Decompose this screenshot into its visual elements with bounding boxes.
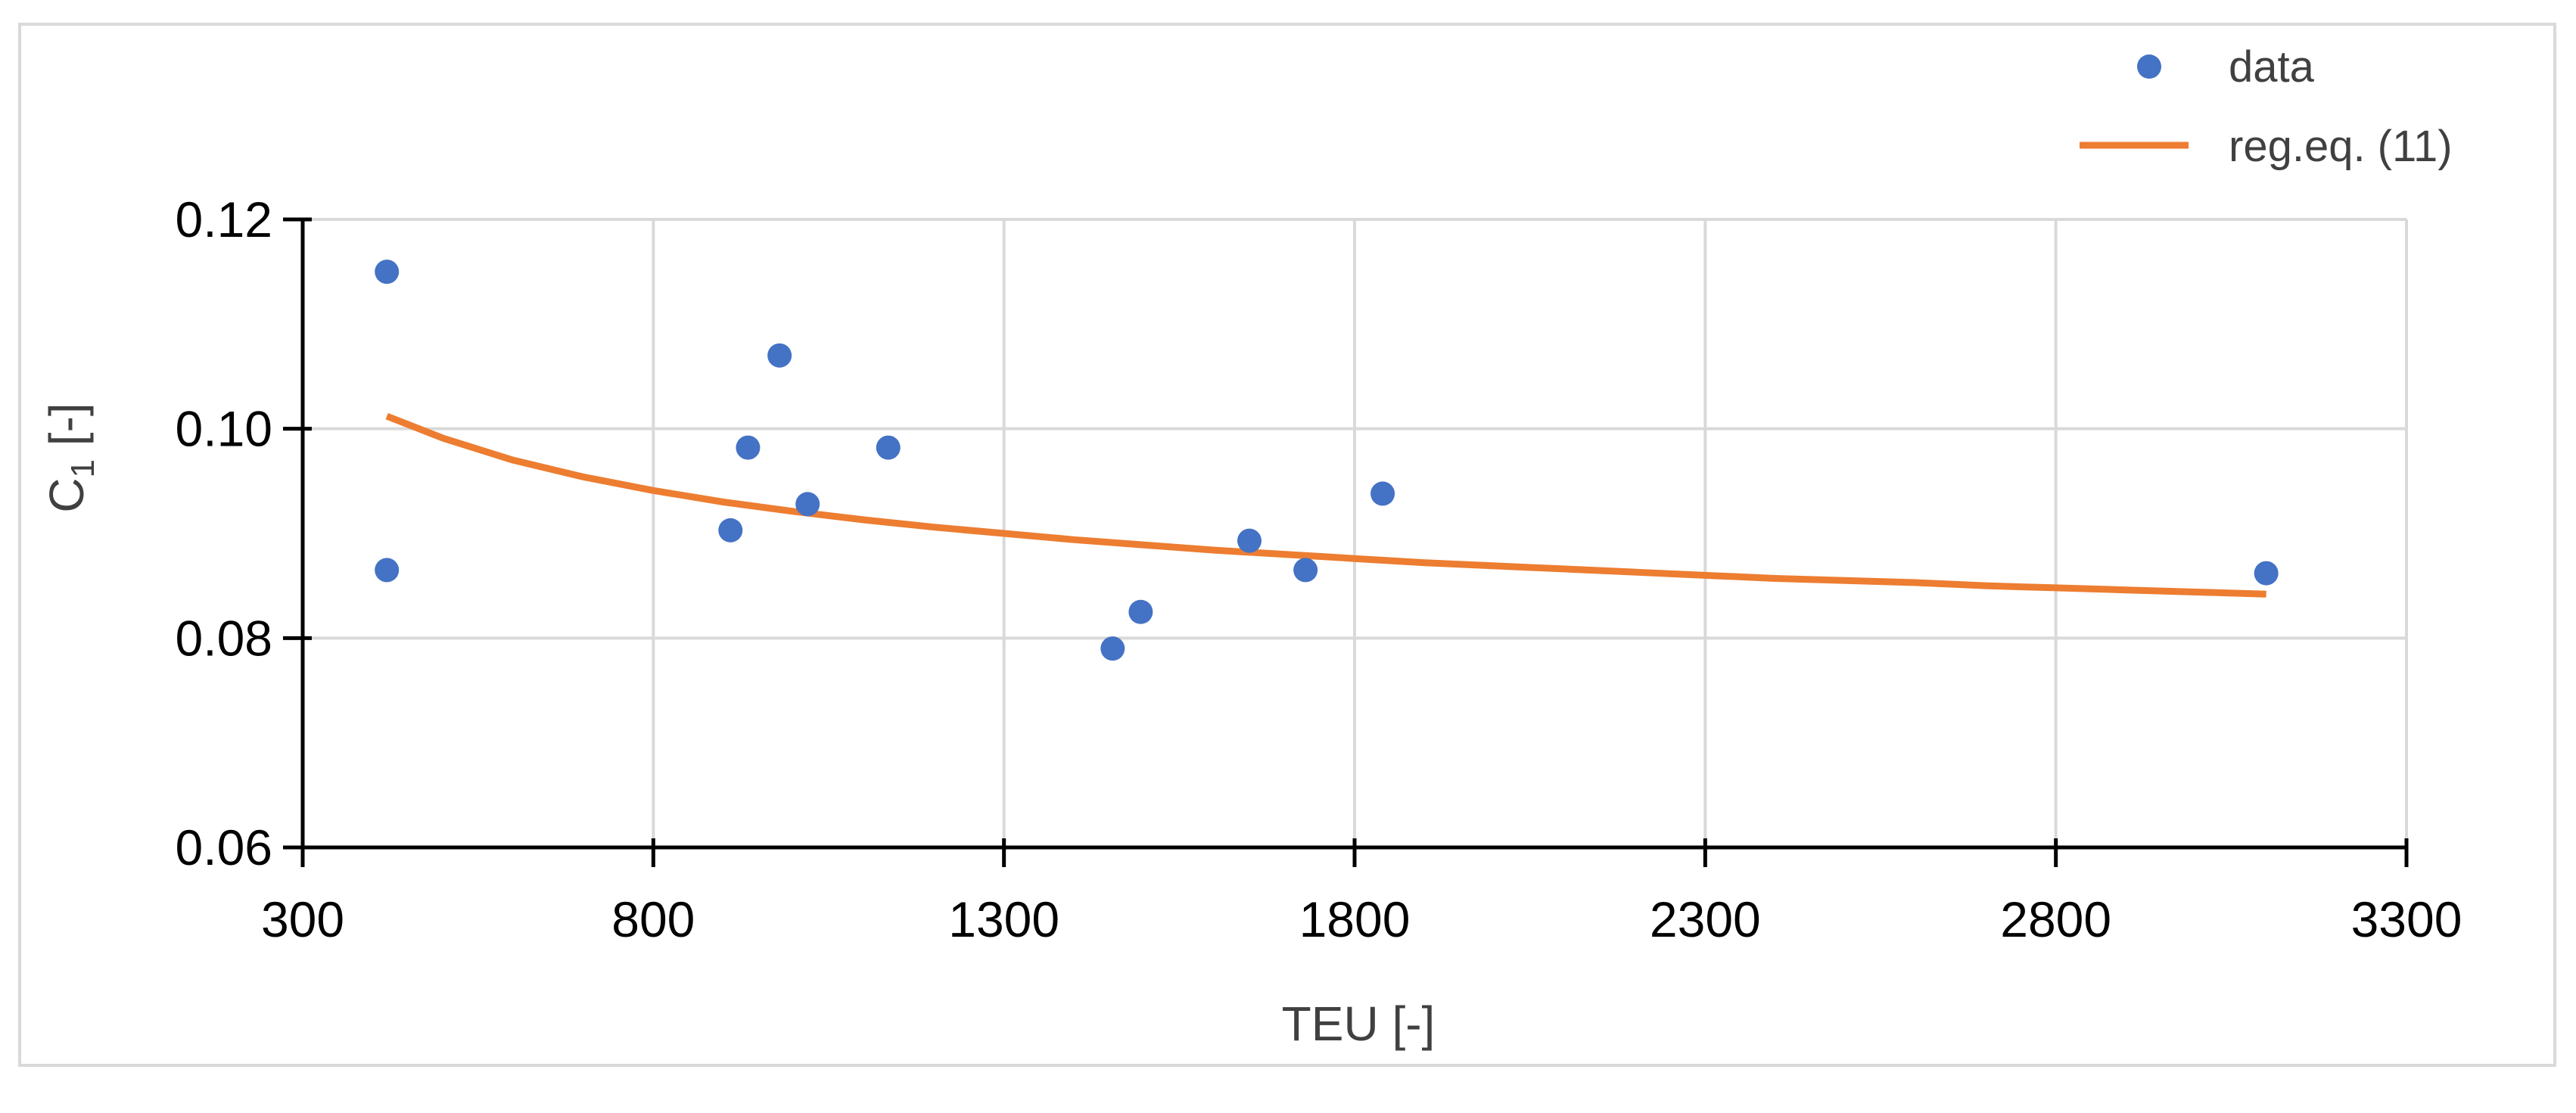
y-axis-title-main: C [39, 477, 94, 512]
x-tick-label: 2300 [1650, 891, 1761, 947]
data-point [1293, 558, 1318, 583]
data-point [767, 343, 792, 368]
data-point [795, 492, 820, 517]
x-tick-label: 3300 [2351, 891, 2462, 947]
x-tick-label: 300 [261, 891, 344, 947]
chart-frame [18, 23, 2556, 1067]
legend-marker-data [2137, 54, 2161, 79]
y-tick-label: 0.06 [176, 819, 272, 875]
data-point [718, 518, 743, 543]
x-tick-label: 1800 [1299, 891, 1411, 947]
data-point [375, 260, 400, 284]
y-axis-title-suffix: [-] [39, 403, 94, 459]
x-tick-label: 2800 [2000, 891, 2111, 947]
axes [283, 217, 2409, 867]
data-point [2254, 561, 2279, 586]
legend: data reg.eq. (11) [2080, 42, 2453, 171]
series-layer [375, 260, 2279, 661]
tick-labels: 300 800 1300 1800 2300 2800 3300 0.06 0.08 0.10 0.… [176, 191, 2462, 947]
y-axis-title: C1 [-] [39, 403, 101, 512]
data-point [1370, 481, 1395, 506]
x-axis-title: TEU [-] [1282, 996, 1436, 1051]
grid [303, 218, 2408, 847]
data-point [1237, 528, 1262, 553]
data-point [736, 435, 761, 460]
regression-line [385, 412, 2266, 598]
data-point [876, 435, 901, 460]
y-tick-label: 0.08 [176, 610, 272, 666]
x-tick-label: 800 [611, 891, 695, 947]
data-point [375, 558, 400, 583]
y-tick-label: 0.12 [176, 191, 272, 247]
data-point [1100, 636, 1125, 661]
data-point [1128, 599, 1153, 624]
y-tick-label: 0.10 [176, 401, 272, 457]
x-tick-label: 1300 [948, 891, 1059, 947]
legend-label-regression: reg.eq. (11) [2229, 122, 2453, 171]
y-axis-title-subscript: 1 [64, 459, 101, 477]
legend-label-data: data [2229, 42, 2315, 92]
